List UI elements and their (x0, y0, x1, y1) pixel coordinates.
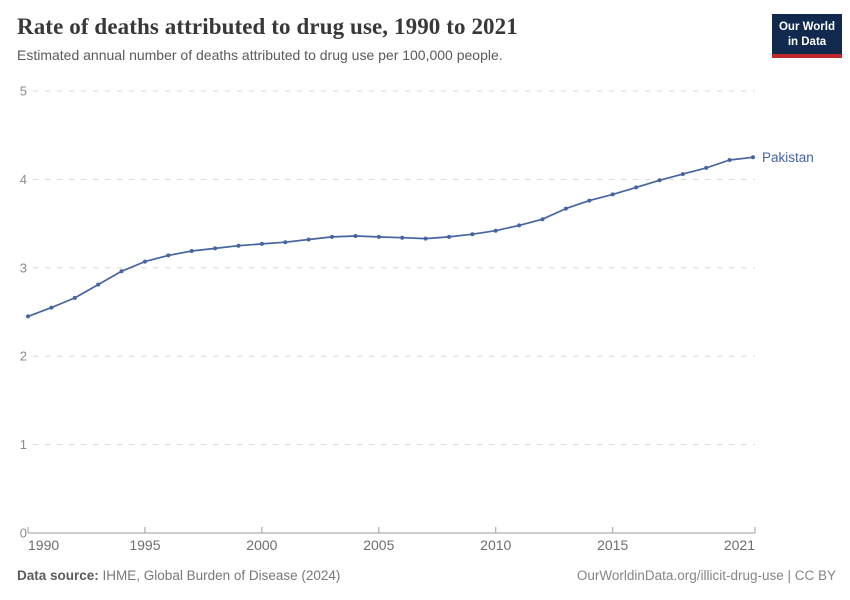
y-tick-label: 1 (20, 437, 27, 452)
x-tick-label: 2000 (246, 537, 277, 553)
data-point[interactable] (563, 206, 568, 211)
data-point[interactable] (587, 198, 592, 203)
data-source: Data source: IHME, Global Burden of Dise… (17, 568, 340, 583)
data-point[interactable] (283, 240, 288, 245)
data-point[interactable] (517, 223, 522, 228)
data-point[interactable] (189, 249, 194, 253)
owid-logo-line1: Our World (778, 21, 835, 33)
data-point[interactable] (236, 243, 241, 248)
data-source-label: Data source: (17, 568, 99, 583)
data-point[interactable] (493, 228, 498, 233)
x-tick-label: 2015 (597, 537, 628, 553)
data-point[interactable] (213, 246, 218, 251)
footer-link[interactable]: OurWorldinData.org/illicit-drug-use | CC… (576, 568, 836, 583)
data-point[interactable] (423, 236, 428, 241)
data-point[interactable] (447, 234, 451, 239)
y-tick-label: 4 (20, 172, 27, 187)
x-tick-label: 2021 (724, 537, 755, 553)
owid-logo-line2: in Data (787, 35, 827, 48)
chart-subtitle: Estimated annual number of deaths attrib… (17, 47, 503, 63)
data-line[interactable] (27, 156, 754, 318)
data-point[interactable] (142, 259, 147, 264)
data-point[interactable] (470, 232, 475, 237)
data-point[interactable] (166, 253, 171, 258)
x-tick-label: 1990 (28, 537, 59, 553)
owid-logo[interactable]: Our World in Data (772, 14, 842, 58)
x-tick-label: 2010 (480, 537, 511, 553)
data-point[interactable] (376, 234, 381, 239)
data-point[interactable] (400, 235, 405, 240)
entity-label[interactable]: Pakistan (762, 150, 814, 165)
y-tick-label: 3 (20, 260, 27, 275)
data-point[interactable] (49, 305, 54, 310)
data-source-text: IHME, Global Burden of Disease (2024) (102, 568, 341, 583)
data-point[interactable] (96, 282, 101, 287)
data-point[interactable] (727, 158, 732, 162)
chart-footer: Data source: IHME, Global Burden of Dise… (17, 568, 836, 583)
data-point[interactable] (704, 165, 709, 170)
data-point[interactable] (353, 234, 358, 238)
data-point[interactable] (610, 192, 615, 197)
data-point[interactable] (680, 172, 685, 177)
data-point[interactable] (657, 178, 662, 183)
data-point[interactable] (306, 237, 311, 242)
data-point[interactable] (330, 234, 334, 239)
chart-header: Rate of deaths attributed to drug use, 1… (17, 14, 755, 63)
y-tick-label: 5 (20, 84, 27, 99)
x-tick-label: 2005 (363, 537, 394, 553)
chart-title: Rate of deaths attributed to drug use, 1… (17, 14, 518, 39)
data-point[interactable] (259, 241, 264, 246)
x-tick-label: 1995 (129, 537, 160, 553)
data-point[interactable] (119, 269, 124, 274)
data-point[interactable] (540, 217, 545, 222)
data-point[interactable] (634, 185, 639, 190)
data-point[interactable] (72, 295, 77, 300)
data-point[interactable] (751, 155, 755, 160)
data-point[interactable] (26, 314, 30, 319)
y-tick-label: 0 (20, 526, 27, 541)
y-tick-label: 2 (20, 349, 27, 364)
